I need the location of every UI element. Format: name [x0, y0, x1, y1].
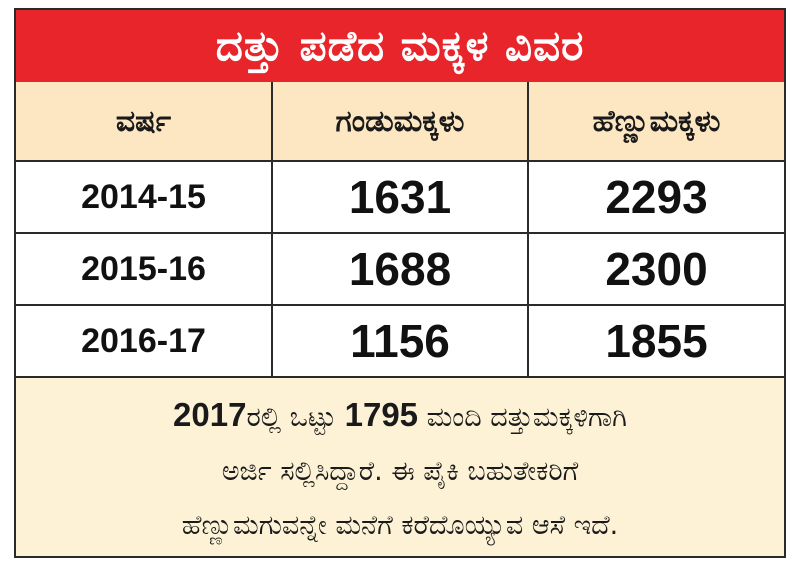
row-boys: 1156 — [272, 305, 529, 378]
note-year: 2017 — [173, 396, 247, 433]
row-girls: 2300 — [528, 233, 784, 306]
row-year: 2015-16 — [16, 233, 273, 306]
row-year: 2014-15 — [16, 161, 273, 234]
note-line-3: ಹೆಣ್ಣುಮಗುವನ್ನೇ ಮನೆಗೆ ಕರೆದೊಯ್ಯುವ ಆಸೆ ಇದೆ. — [181, 510, 619, 541]
table-row: 2015-16 1688 2300 — [16, 233, 784, 306]
note-line-2: ಅರ್ಜಿ ಸಲ್ಲಿಸಿದ್ದಾರೆ. ಈ ಪೈಕಿ ಬಹುತೇಕರಿಗೆ — [221, 456, 579, 487]
row-girls: 1855 — [528, 305, 784, 378]
summary-note: 2017ರಲ್ಲಿ ಒಟ್ಟು 1795 ಮಂದಿ ದತ್ತುಮಕ್ಕಳಿಗಾಗ… — [16, 378, 784, 553]
table-row: 2014-15 1631 2293 — [16, 161, 784, 234]
card-title: ದತ್ತು ಪಡೆದ ಮಕ್ಕಳ ವಿವರ — [16, 10, 784, 82]
note-line-1: 2017ರಲ್ಲಿ ಒಟ್ಟು 1795 ಮಂದಿ ದತ್ತುಮಕ್ಕಳಿಗಾಗ… — [28, 388, 772, 445]
row-boys: 1688 — [272, 233, 529, 306]
adoption-info-card: ದತ್ತು ಪಡೆದ ಮಕ್ಕಳ ವಿವರ ವರ್ಷ ಗಂಡುಮಕ್ಕಳು ಹೆ… — [14, 8, 786, 558]
table-row: 2016-17 1156 1855 — [16, 305, 784, 378]
header-year: ವರ್ಷ — [16, 82, 273, 162]
adoption-table: ವರ್ಷ ಗಂಡುಮಕ್ಕಳು ಹೆಣ್ಣುಮಕ್ಕಳು 2014-15 163… — [16, 82, 784, 378]
note-text-b: ಮಂದಿ ದತ್ತುಮಕ್ಕಳಿಗಾಗಿ — [418, 402, 627, 433]
header-girls: ಹೆಣ್ಣುಮಕ್ಕಳು — [528, 82, 784, 162]
note-text-a: ರಲ್ಲಿ ಒಟ್ಟು — [246, 402, 345, 433]
header-boys: ಗಂಡುಮಕ್ಕಳು — [272, 82, 529, 162]
row-year: 2016-17 — [16, 305, 273, 378]
note-count: 1795 — [344, 396, 419, 433]
row-boys: 1631 — [272, 161, 529, 234]
row-girls: 2293 — [528, 161, 784, 234]
table-header-row: ವರ್ಷ ಗಂಡುಮಕ್ಕಳು ಹೆಣ್ಣುಮಕ್ಕಳು — [16, 82, 784, 162]
